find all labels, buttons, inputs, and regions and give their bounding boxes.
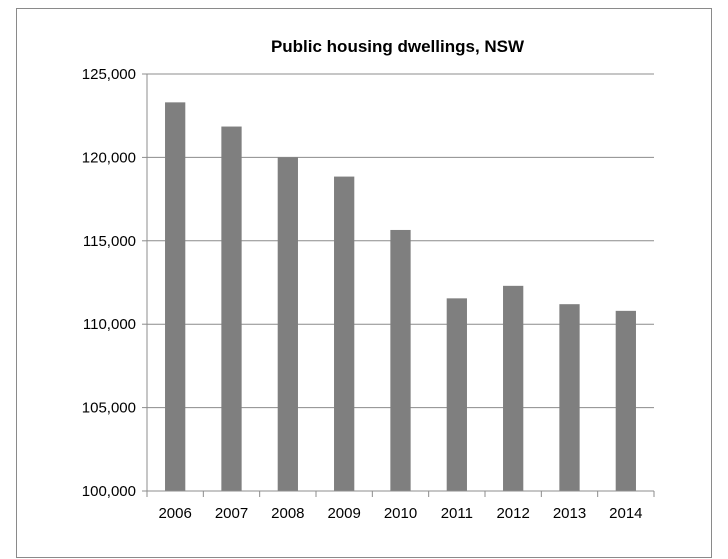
x-tick-label: 2009 [327, 505, 360, 522]
y-tick-labels: 100,000 105,000 110,000 115,000 120,000 125,0… [82, 66, 136, 500]
axes [142, 73, 655, 497]
bar-2006 [165, 102, 186, 491]
y-tick-label: 125,000 [82, 66, 136, 83]
bar-2014 [615, 310, 636, 491]
bar-chart: Public housing dwellings, NSW 100,000 105… [82, 37, 655, 522]
chart-title: Public housing dwellings, NSW [271, 37, 525, 56]
x-tick-label: 2013 [553, 505, 586, 522]
x-tick-label: 2007 [215, 505, 248, 522]
y-tick-label: 115,000 [83, 233, 136, 250]
chart-frame: Public housing dwellings, NSW 100,000 105… [16, 8, 712, 558]
bars [165, 102, 636, 492]
bar-2009 [334, 176, 355, 491]
x-tick-label: 2011 [441, 505, 473, 522]
x-tick-label: 2014 [609, 505, 642, 522]
bar-2010 [390, 229, 411, 491]
x-tick-label: 2012 [496, 505, 529, 522]
x-tick-label: 2008 [271, 505, 304, 522]
bar-2012 [503, 285, 524, 491]
y-tick-label: 120,000 [82, 149, 136, 166]
x-tick-labels: 2006 2007 2008 2009 2010 2011 2012 2013 2014 [158, 505, 642, 522]
bar-2007 [221, 126, 242, 492]
bar-2008 [277, 157, 298, 491]
x-tick-label: 2006 [158, 505, 191, 522]
y-tick-label: 110,000 [83, 316, 136, 333]
y-tick-label: 100,000 [82, 483, 136, 500]
bar-2011 [446, 298, 467, 491]
y-tick-label: 105,000 [82, 400, 136, 417]
x-tick-label: 2010 [384, 505, 417, 522]
bar-2013 [559, 304, 580, 491]
